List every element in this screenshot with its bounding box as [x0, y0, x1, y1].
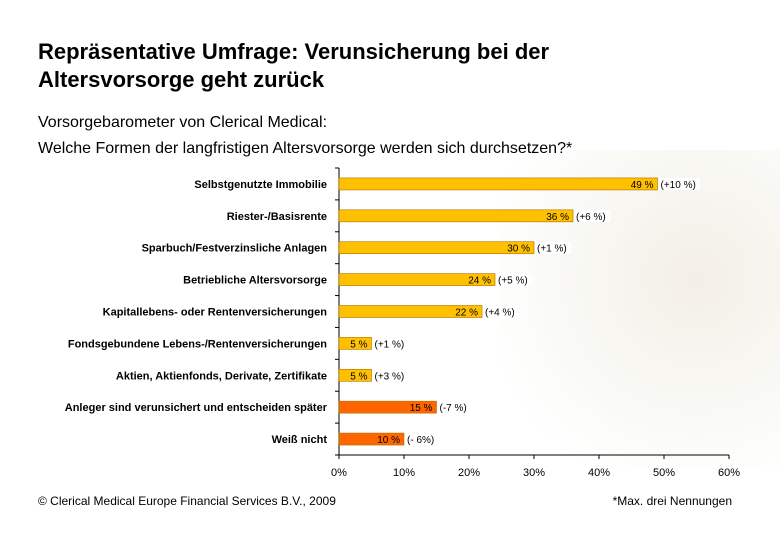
change-label-box [496, 273, 533, 286]
change-label-box [372, 369, 409, 382]
change-label-box [535, 241, 572, 254]
page-subtitle: Vorsorgebarometer von Clerical Medical: … [38, 110, 758, 162]
value-label: 5 % [350, 339, 367, 350]
change-label-box [483, 305, 520, 318]
value-label: 36 % [546, 212, 569, 223]
change-label: (+10 %) [661, 180, 696, 191]
value-label: 30 % [507, 244, 530, 255]
background-photo [500, 150, 780, 470]
change-label-box [405, 433, 442, 446]
x-tick-label: 0% [331, 467, 347, 479]
x-tick-label: 40% [588, 467, 610, 479]
change-label-box [658, 177, 701, 190]
value-label: 22 % [455, 308, 478, 319]
bar [338, 368, 372, 382]
page-title: Repräsentative Umfrage: Verunsicherung b… [38, 38, 738, 94]
bar [338, 177, 658, 191]
value-label: 49 % [631, 180, 654, 191]
value-label: 24 % [468, 276, 491, 287]
bar [338, 305, 483, 318]
change-label: (+3 %) [375, 371, 405, 382]
category-label: Fondsgebundene Lebens-/Rentenversicherun… [68, 338, 327, 350]
subtitle-line-1: Vorsorgebarometer von Clerical Medical: [38, 114, 328, 131]
change-label: (+1 %) [537, 244, 567, 255]
change-label: (+1 %) [375, 339, 405, 350]
category-label: Riester-/Basisrente [227, 211, 327, 223]
category-label: Betriebliche Altersvorsorge [183, 275, 327, 287]
title-line-2: Altersvorsorge geht zurück [38, 67, 325, 92]
x-tick-label: 60% [718, 467, 740, 479]
change-label: (-7 %) [440, 403, 467, 414]
category-label: Aktien, Aktienfonds, Derivate, Zertifika… [116, 370, 327, 382]
footnote-text: *Max. drei Nennungen [612, 494, 732, 508]
change-label: (- 6%) [407, 435, 434, 446]
x-tick-label: 10% [393, 467, 415, 479]
change-label-box [372, 337, 409, 350]
value-label: 10 % [377, 435, 400, 446]
category-label: Weiß nicht [272, 434, 328, 446]
bar [338, 241, 535, 255]
copyright-text: © Clerical Medical Europe Financial Serv… [38, 494, 336, 508]
x-tick-label: 20% [458, 467, 480, 479]
change-label-box [574, 209, 611, 222]
change-label: (+5 %) [498, 276, 528, 287]
category-label: Sparbuch/Festverzinsliche Anlagen [142, 243, 328, 255]
value-label: 5 % [350, 371, 367, 382]
change-label: (+6 %) [576, 212, 606, 223]
value-label: 15 % [410, 403, 433, 414]
bar [338, 209, 574, 223]
category-label: Anleger sind verunsichert und entscheide… [65, 402, 328, 414]
change-label: (+4 %) [485, 308, 515, 319]
bar [338, 432, 405, 446]
category-label: Selbstgenutzte Immobilie [194, 179, 327, 191]
x-tick-label: 30% [523, 467, 545, 479]
subtitle-line-2: Welche Formen der langfristigen Altersvo… [38, 140, 573, 157]
bar [338, 273, 496, 286]
category-label: Kapitallebens- oder Rentenversicherungen [103, 307, 328, 319]
title-line-1: Repräsentative Umfrage: Verunsicherung b… [38, 39, 550, 64]
change-label-box [437, 401, 474, 414]
x-tick-label: 50% [653, 467, 675, 479]
bar [338, 337, 372, 350]
bar [338, 400, 437, 414]
